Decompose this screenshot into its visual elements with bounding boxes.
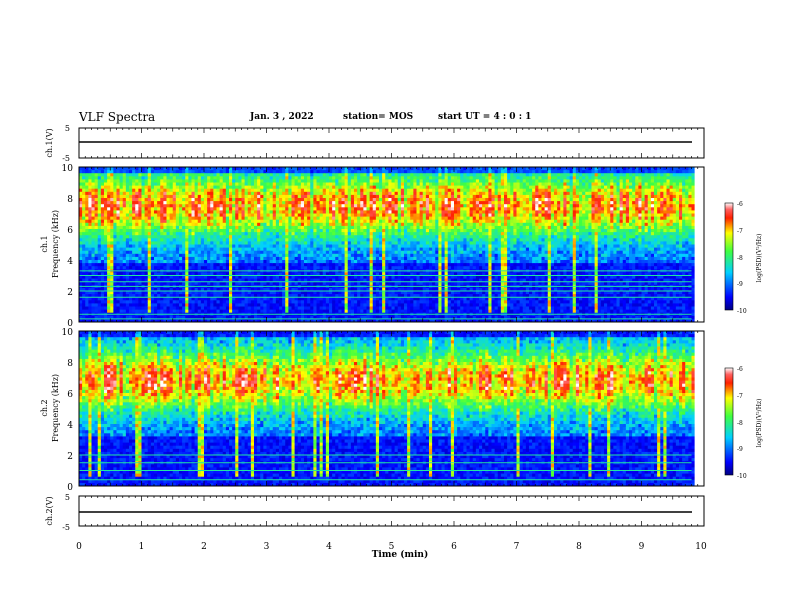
spectrogram-image <box>79 167 705 323</box>
ch2-waveform-panel: 5 -5 ch.2(V) <box>45 493 705 532</box>
station-label: station= MOS <box>343 112 413 122</box>
ch2-spec-ytick-6: 6 <box>67 390 73 400</box>
ch2-spec-ytick-10: 10 <box>62 328 74 338</box>
ch1-waveform-x-ticks <box>78 128 705 158</box>
cb2-tick-m6: -6 <box>737 366 743 373</box>
x-tick-label-2: 2 <box>201 542 207 552</box>
ch1-waveform-panel: 5 -5 ch.1(V) <box>45 124 705 163</box>
ch2-spec-ytick-4: 4 <box>67 421 73 431</box>
ch1-spec-ytick-8: 8 <box>67 195 73 205</box>
cb1-label: log(PSD)(V²/Hz) <box>756 234 763 283</box>
start-time-label: start UT = 4 : 0 : 1 <box>438 112 531 122</box>
x-axis-label: Time (min) <box>372 549 429 560</box>
ch1-spec-ylabel-freq: Frequency (kHz) <box>51 210 60 278</box>
x-tick-label-3: 3 <box>264 542 270 552</box>
ch1-spec-ytick-6: 6 <box>67 226 73 236</box>
cb1-tick-m8: -8 <box>737 255 743 262</box>
x-tick-label-1: 1 <box>139 542 145 552</box>
x-tick-label-8: 8 <box>576 542 582 552</box>
cb1-tick-m10: -10 <box>737 308 747 315</box>
ch1-spec-ytick-4: 4 <box>67 257 73 267</box>
ch1-spec-ylabel: ch.1 <box>40 235 49 252</box>
spectrogram-image <box>79 331 705 487</box>
x-tick-label-6: 6 <box>451 542 457 552</box>
ch2-spec-ytick-0: 0 <box>67 483 73 493</box>
ch1-waveform-ylabel: ch.1(V) <box>45 128 54 157</box>
cb2-tick-m7: -7 <box>737 393 743 400</box>
ch2-waveform-ylabel: ch.2(V) <box>45 496 54 525</box>
ch2-spec-ytick-8: 8 <box>67 359 73 369</box>
ch2-waveform-ytick-bottom: -5 <box>62 523 70 532</box>
cb2-tick-m8: -8 <box>737 420 743 427</box>
cb1-tick-m6: -6 <box>737 201 743 208</box>
cb1-tick-m9: -9 <box>737 281 743 288</box>
x-tick-label-10: 10 <box>695 542 707 552</box>
ch2-spec-ytick-2: 2 <box>67 452 73 462</box>
ch1-spec-ytick-0: 0 <box>67 319 73 329</box>
x-tick-label-7: 7 <box>514 542 520 552</box>
ch2-spectrogram-panel: 10 8 6 4 2 0 ch.2 Frequency (kHz) <box>40 328 705 493</box>
ch1-waveform-ytick-top: 5 <box>65 124 70 133</box>
ch1-spectrogram-panel: 10 8 6 4 2 0 ch.1 Frequency (kHz) <box>40 164 705 329</box>
ch2-waveform-x-ticks <box>78 496 705 526</box>
cb1-tick-m7: -7 <box>737 228 743 235</box>
chart-title: VLF Spectra <box>79 110 155 124</box>
cb2-tick-m10: -10 <box>737 473 747 480</box>
x-tick-label-0: 0 <box>76 542 82 552</box>
x-tick-label-5: 5 <box>389 542 395 552</box>
x-axis: 0 1 2 3 4 5 6 7 8 9 10 Time (min) <box>76 542 707 560</box>
ch2-spec-x-ticks <box>78 331 705 486</box>
x-tick-label-4: 4 <box>326 542 332 552</box>
date-label: Jan. 3 , 2022 <box>250 112 314 122</box>
ch2-spec-ylabel: ch.2 <box>40 399 49 416</box>
x-tick-label-9: 9 <box>639 542 645 552</box>
ch1-colorbar: -6 -7 -8 -9 -10 log(PSD)(V²/Hz) <box>724 201 763 315</box>
ch1-spec-ytick-10: 10 <box>62 164 74 174</box>
ch1-waveform-ytick-bottom: -5 <box>62 154 70 163</box>
ch2-waveform-ytick-top: 5 <box>65 493 70 502</box>
ch1-spec-ytick-2: 2 <box>67 288 73 298</box>
ch2-spec-ylabel-freq: Frequency (kHz) <box>51 374 60 442</box>
cb2-label: log(PSD)(V²/Hz) <box>756 399 763 448</box>
ch1-spec-x-ticks <box>78 167 705 322</box>
ch2-colorbar: -6 -7 -8 -9 -10 log(PSD)(V²/Hz) <box>724 366 763 480</box>
cb2-tick-m9: -9 <box>737 446 743 453</box>
